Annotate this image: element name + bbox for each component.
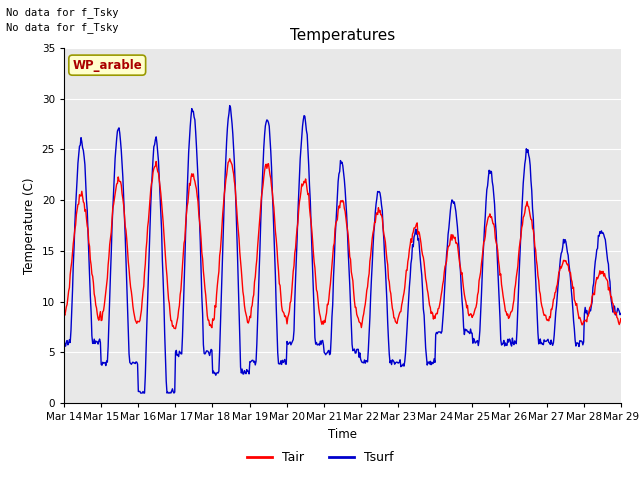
Tsurf (127, 361, 135, 367)
Tair (226, 156, 234, 162)
Tsurf (617, 311, 625, 316)
Legend: Tair, Tsurf: Tair, Tsurf (242, 446, 398, 469)
Tair (127, 289, 135, 295)
Tair (214, 275, 222, 281)
Tsurf (214, 370, 222, 376)
Line: Tair: Tair (64, 159, 621, 329)
Tsurf (185, 149, 193, 155)
Tsurf (226, 103, 234, 108)
Text: No data for f_Tsky: No data for f_Tsky (6, 7, 119, 18)
Tair (617, 316, 625, 322)
Text: No data for f_Tsky: No data for f_Tsky (6, 22, 119, 33)
Tair (172, 326, 179, 332)
Text: WP_arable: WP_arable (72, 59, 142, 72)
Tair (70, 234, 78, 240)
Tair (60, 310, 68, 316)
Tsurf (137, 390, 145, 396)
Tsurf (428, 360, 436, 365)
Y-axis label: Temperature (C): Temperature (C) (23, 177, 36, 274)
X-axis label: Time: Time (328, 428, 357, 441)
Tair (185, 190, 193, 195)
Tsurf (60, 343, 68, 349)
Line: Tsurf: Tsurf (64, 106, 621, 393)
Tair (412, 224, 419, 230)
Tsurf (412, 226, 419, 232)
Title: Temperatures: Temperatures (290, 28, 395, 43)
Tsurf (70, 244, 78, 250)
Tair (428, 309, 436, 315)
